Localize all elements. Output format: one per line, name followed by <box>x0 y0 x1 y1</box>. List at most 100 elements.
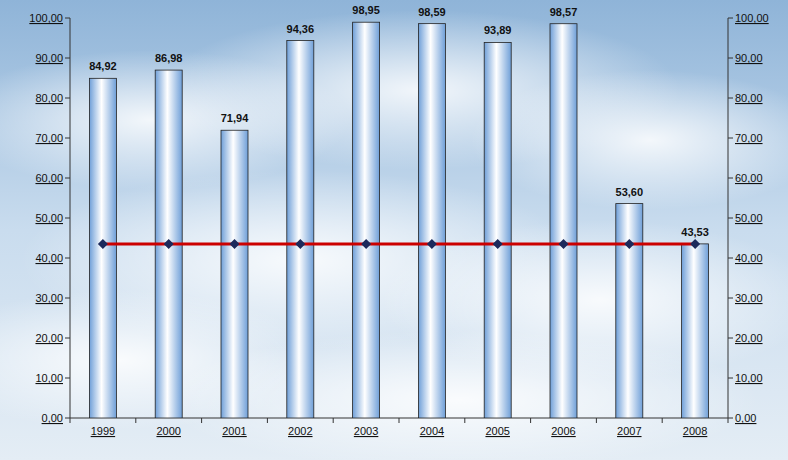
y2-tick-label: 80,00 <box>735 92 763 104</box>
x-tick-label: 2008 <box>683 425 707 437</box>
y2-tick <box>728 258 733 259</box>
y-tick-label: 100,00 <box>29 12 63 24</box>
bar <box>287 41 314 418</box>
chart: 0,00 10,00 20,00 30,00 40,00 50,00 60,00 70,00 8… <box>0 0 788 460</box>
line <box>103 242 695 245</box>
y2-tick-label: 20,00 <box>735 332 763 344</box>
x-tick-label: 2006 <box>551 425 575 437</box>
marker <box>427 239 437 249</box>
y2-tick-label: 70,00 <box>735 132 763 144</box>
y-tick-label: 0,00 <box>42 412 63 424</box>
bar <box>484 42 511 418</box>
x-tick <box>201 418 202 423</box>
marker <box>559 239 569 249</box>
marker <box>493 239 503 249</box>
data-label: 98,59 <box>418 6 446 18</box>
y-tick-label: 50,00 <box>35 212 63 224</box>
bar <box>221 130 248 418</box>
data-label: 84,92 <box>89 60 117 72</box>
y2-tick <box>728 298 733 299</box>
marker <box>361 239 371 249</box>
y-tick <box>65 18 70 19</box>
y2-tick-label: 90,00 <box>735 52 763 64</box>
y2-tick <box>728 58 733 59</box>
x-tick-label: 2002 <box>288 425 312 437</box>
data-label: 98,95 <box>352 4 380 16</box>
y2-tick <box>728 378 733 379</box>
data-label: 43,53 <box>681 226 709 238</box>
x-tick <box>662 418 663 423</box>
marker <box>690 239 700 249</box>
x-tick-label: 2001 <box>222 425 246 437</box>
bar <box>682 244 709 418</box>
marks <box>89 22 708 418</box>
x-tick <box>333 418 334 423</box>
marker <box>98 239 108 249</box>
y-tick-label: 80,00 <box>35 92 63 104</box>
marker <box>230 239 240 249</box>
y-tick <box>65 98 70 99</box>
x-tick <box>135 418 136 423</box>
y-tick <box>65 418 70 419</box>
marker <box>624 239 634 249</box>
y2-tick-label: 10,00 <box>735 372 763 384</box>
y-tick <box>65 178 70 179</box>
bar <box>550 24 577 418</box>
y-tick-label: 30,00 <box>35 292 63 304</box>
axes: 0,00 10,00 20,00 30,00 40,00 50,00 60,00 70,00 8… <box>29 12 768 437</box>
x-tick <box>530 418 531 423</box>
data-labels: 84,92 86,98 71,94 94,36 98,95 98,59 93,89 98,57… <box>89 4 709 238</box>
data-label: 93,89 <box>484 24 512 36</box>
x-tick <box>464 418 465 423</box>
y-tick <box>65 338 70 339</box>
y2-tick <box>728 18 733 19</box>
y-tick <box>65 378 70 379</box>
bar <box>418 24 445 418</box>
bar <box>616 204 643 418</box>
data-label: 71,94 <box>221 112 249 124</box>
x-tick <box>399 418 400 423</box>
data-label: 98,57 <box>550 6 578 18</box>
cloud <box>160 330 760 460</box>
y-tick <box>65 138 70 139</box>
y-tick <box>65 218 70 219</box>
y2-tick-label: 0,00 <box>735 412 756 424</box>
data-label: 94,36 <box>287 23 315 35</box>
bar <box>89 78 116 418</box>
x-tick <box>70 418 71 423</box>
x-tick <box>728 418 729 423</box>
y2-tick <box>728 418 733 419</box>
y-tick-label: 70,00 <box>35 132 63 144</box>
y2-tick <box>728 338 733 339</box>
x-tick-label: 2005 <box>485 425 509 437</box>
x-tick-label: 2004 <box>420 425 444 437</box>
y-tick <box>65 58 70 59</box>
y2-tick <box>728 98 733 99</box>
y-tick <box>65 258 70 259</box>
y2-tick-label: 50,00 <box>735 212 763 224</box>
y-tick-label: 40,00 <box>35 252 63 264</box>
data-label: 53,60 <box>616 186 644 198</box>
y2-tick-label: 30,00 <box>735 292 763 304</box>
bar <box>353 22 380 418</box>
y2-tick-label: 100,00 <box>735 12 769 24</box>
y-tick-label: 20,00 <box>35 332 63 344</box>
cloud <box>470 70 788 210</box>
x-tick-label: 2007 <box>617 425 641 437</box>
y2-tick <box>728 138 733 139</box>
x-tick-label: 2003 <box>354 425 378 437</box>
y2-tick-label: 40,00 <box>735 252 763 264</box>
x-tick-label: 2000 <box>156 425 180 437</box>
y2-tick-label: 60,00 <box>735 172 763 184</box>
y-tick-label: 60,00 <box>35 172 63 184</box>
y-tick <box>65 298 70 299</box>
x-tick-label: 1999 <box>91 425 115 437</box>
y2-tick <box>728 218 733 219</box>
data-label: 86,98 <box>155 52 183 64</box>
marker <box>164 239 174 249</box>
x-tick <box>267 418 268 423</box>
y-tick-label: 90,00 <box>35 52 63 64</box>
y2-tick <box>728 178 733 179</box>
x-tick <box>596 418 597 423</box>
y-tick-label: 10,00 <box>35 372 63 384</box>
